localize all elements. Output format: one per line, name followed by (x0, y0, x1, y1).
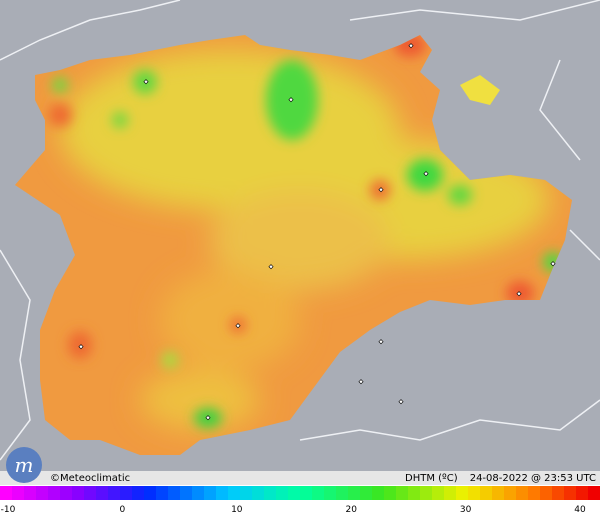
scale-swatch (228, 486, 241, 500)
borders (0, 0, 600, 461)
scale-swatch (108, 486, 121, 500)
scale-swatch (504, 486, 517, 500)
scale-swatch (492, 486, 505, 500)
brand: ©Meteoclimatic (50, 473, 130, 484)
scale-swatch (372, 486, 385, 500)
scale-swatch (0, 486, 13, 500)
enclave (460, 75, 500, 105)
scale-tick-label: 20 (345, 505, 357, 515)
scale-swatch (552, 486, 565, 500)
scale-swatch (336, 486, 349, 500)
scale-swatch (288, 486, 301, 500)
scale-tick-label: -10 (1, 505, 16, 515)
scale-swatch (192, 486, 205, 500)
scale-swatch (348, 486, 361, 500)
scale-swatch (516, 486, 529, 500)
scale-swatch (456, 486, 469, 500)
scale-swatch (144, 486, 157, 500)
scale-swatch (540, 486, 553, 500)
scale-swatch (396, 486, 409, 500)
scale-swatch (252, 486, 265, 500)
scale-tick-label: 30 (460, 505, 472, 515)
scale-swatch (528, 486, 541, 500)
scale-tick-label: 0 (120, 505, 126, 515)
scale-swatch (156, 486, 169, 500)
scale-swatch (216, 486, 229, 500)
scale-swatch (576, 486, 589, 500)
scale-swatch (72, 486, 85, 500)
scale-swatch (420, 486, 433, 500)
scale-swatch (120, 486, 133, 500)
scale-swatch (24, 486, 37, 500)
scale-swatch (168, 486, 181, 500)
scale-swatch (60, 486, 73, 500)
scale-swatch (480, 486, 493, 500)
footer-bar (0, 471, 600, 485)
scale-swatch (180, 486, 193, 500)
scale-swatch (312, 486, 325, 500)
scale-swatch (204, 486, 217, 500)
scale-swatch (48, 486, 61, 500)
logo-mark: m (15, 453, 34, 477)
scale-tick-label: 10 (231, 505, 243, 515)
scale-swatch (432, 486, 445, 500)
scale-swatch (468, 486, 481, 500)
scale-swatch (384, 486, 397, 500)
stations (78, 43, 556, 421)
scale-swatch (444, 486, 457, 500)
scale-swatch (588, 486, 600, 500)
scale-swatch (96, 486, 109, 500)
scale-swatch (300, 486, 313, 500)
scale-swatch (12, 486, 25, 500)
scale-swatch (264, 486, 277, 500)
scale-swatch (84, 486, 97, 500)
scale-swatch (240, 486, 253, 500)
variable: DHTM (ºC) (405, 473, 458, 484)
timestamp: 24-08-2022 @ 23:53 UTC (470, 473, 596, 484)
scale-swatch (360, 486, 373, 500)
scale-swatch (324, 486, 337, 500)
scale-tick-label: 40 (574, 505, 586, 515)
scale-swatch (132, 486, 145, 500)
logo (6, 447, 42, 483)
scale-swatch (36, 486, 49, 500)
scale-swatch (276, 486, 289, 500)
scale-swatch (408, 486, 421, 500)
scale-swatch (564, 486, 577, 500)
